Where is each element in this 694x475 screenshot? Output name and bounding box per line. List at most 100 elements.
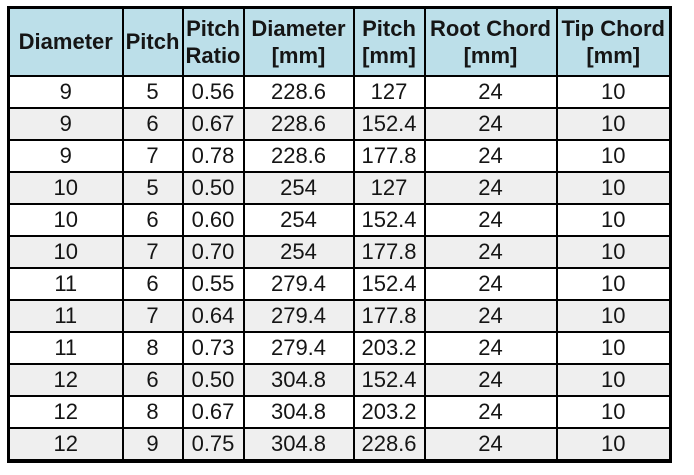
cell-pitch-mm: 152.4	[352, 363, 426, 397]
cell-root-chord-mm: 24	[423, 171, 558, 205]
header-label: Root Chord	[430, 15, 551, 41]
cell-pitch-mm: 127	[352, 171, 426, 205]
cell-tip-chord-mm: 10	[555, 427, 672, 462]
cell-root-chord-mm: 24	[423, 139, 558, 173]
table-row: 11 8 0.73 279.4 203.2 24 10	[7, 331, 672, 365]
cell-pitch-ratio: 0.64	[181, 299, 245, 333]
table-row: 11 6 0.55 279.4 152.4 24 10	[7, 267, 672, 301]
header-label: [mm]	[463, 43, 518, 68]
cell-pitch-in: 5	[121, 171, 184, 205]
header-pitch-ratio: Pitch Ratio	[181, 6, 245, 77]
table-row: 12 8 0.67 304.8 203.2 24 10	[7, 395, 672, 429]
cell-root-chord-mm: 24	[423, 427, 558, 462]
cell-diameter-mm: 228.6	[242, 75, 355, 109]
cell-pitch-ratio: 0.67	[181, 107, 245, 141]
cell-diameter-mm: 279.4	[242, 299, 355, 333]
cell-pitch-in: 8	[121, 395, 184, 429]
cell-root-chord-mm: 24	[423, 75, 558, 109]
cell-root-chord-mm: 24	[423, 395, 558, 429]
cell-diameter-mm: 254	[242, 171, 355, 205]
cell-tip-chord-mm: 10	[555, 299, 672, 333]
cell-diameter-in: 12	[7, 363, 124, 397]
header-label: Pitch	[362, 15, 416, 41]
cell-pitch-ratio: 0.50	[181, 171, 245, 205]
cell-pitch-ratio: 0.50	[181, 363, 245, 397]
cell-pitch-ratio: 0.78	[181, 139, 245, 173]
cell-diameter-mm: 279.4	[242, 267, 355, 301]
cell-pitch-ratio: 0.70	[181, 235, 245, 269]
cell-diameter-in: 11	[7, 331, 124, 365]
cell-diameter-mm: 228.6	[242, 139, 355, 173]
cell-pitch-in: 9	[121, 427, 184, 462]
header-diameter-mm: Diameter [mm]	[242, 6, 355, 77]
cell-pitch-mm: 228.6	[352, 427, 426, 462]
header-label: [mm]	[271, 43, 326, 68]
cell-pitch-in: 6	[121, 363, 184, 397]
cell-pitch-in: 6	[121, 203, 184, 237]
table-row: 9 7 0.78 228.6 177.8 24 10	[7, 139, 672, 173]
header-label: [mm]	[586, 43, 641, 68]
cell-pitch-in: 7	[121, 235, 184, 269]
cell-pitch-in: 6	[121, 107, 184, 141]
cell-tip-chord-mm: 10	[555, 75, 672, 109]
cell-pitch-mm: 177.8	[352, 235, 426, 269]
cell-diameter-mm: 304.8	[242, 427, 355, 462]
cell-pitch-ratio: 0.60	[181, 203, 245, 237]
cell-root-chord-mm: 24	[423, 235, 558, 269]
cell-tip-chord-mm: 10	[555, 395, 672, 429]
cell-pitch-in: 7	[121, 139, 184, 173]
table-row: 12 9 0.75 304.8 228.6 24 10	[7, 427, 672, 462]
table-row: 9 5 0.56 228.6 127 24 10	[7, 75, 672, 109]
header-tip-chord-mm: Tip Chord [mm]	[555, 6, 672, 77]
cell-diameter-mm: 254	[242, 203, 355, 237]
cell-diameter-in: 12	[7, 427, 124, 462]
table-row: 12 6 0.50 304.8 152.4 24 10	[7, 363, 672, 397]
header-label: Ratio	[185, 43, 241, 68]
cell-pitch-mm: 152.4	[352, 267, 426, 301]
cell-diameter-in: 12	[7, 395, 124, 429]
cell-root-chord-mm: 24	[423, 107, 558, 141]
cell-pitch-in: 6	[121, 267, 184, 301]
cell-diameter-in: 10	[7, 235, 124, 269]
header-label: Pitch	[125, 29, 180, 55]
cell-diameter-in: 11	[7, 267, 124, 301]
cell-pitch-in: 7	[121, 299, 184, 333]
cell-diameter-in: 10	[7, 203, 124, 237]
cell-tip-chord-mm: 10	[555, 363, 672, 397]
cell-pitch-mm: 127	[352, 75, 426, 109]
cell-diameter-in: 10	[7, 171, 124, 205]
table-row: 10 7 0.70 254 177.8 24 10	[7, 235, 672, 269]
cell-diameter-mm: 254	[242, 235, 355, 269]
cell-diameter-in: 9	[7, 75, 124, 109]
propeller-spec-table: Diameter Pitch Pitch Ratio Diameter [mm]…	[7, 6, 672, 463]
cell-diameter-mm: 279.4	[242, 331, 355, 365]
cell-pitch-mm: 152.4	[352, 107, 426, 141]
cell-diameter-in: 11	[7, 299, 124, 333]
cell-pitch-ratio: 0.73	[181, 331, 245, 365]
cell-pitch-mm: 177.8	[352, 139, 426, 173]
cell-pitch-ratio: 0.67	[181, 395, 245, 429]
cell-tip-chord-mm: 10	[555, 107, 672, 141]
cell-pitch-ratio: 0.56	[181, 75, 245, 109]
cell-root-chord-mm: 24	[423, 299, 558, 333]
cell-pitch-in: 5	[121, 75, 184, 109]
cell-tip-chord-mm: 10	[555, 235, 672, 269]
cell-pitch-in: 8	[121, 331, 184, 365]
table-row: 11 7 0.64 279.4 177.8 24 10	[7, 299, 672, 333]
header-diameter-in: Diameter	[7, 6, 124, 77]
cell-root-chord-mm: 24	[423, 363, 558, 397]
cell-tip-chord-mm: 10	[555, 171, 672, 205]
cell-diameter-mm: 304.8	[242, 363, 355, 397]
table-row: 10 6 0.60 254 152.4 24 10	[7, 203, 672, 237]
cell-tip-chord-mm: 10	[555, 267, 672, 301]
cell-diameter-mm: 304.8	[242, 395, 355, 429]
cell-pitch-mm: 203.2	[352, 331, 426, 365]
cell-pitch-ratio: 0.55	[181, 267, 245, 301]
cell-pitch-ratio: 0.75	[181, 427, 245, 462]
cell-pitch-mm: 177.8	[352, 299, 426, 333]
cell-root-chord-mm: 24	[423, 267, 558, 301]
cell-diameter-mm: 228.6	[242, 107, 355, 141]
header-label: Diameter	[251, 15, 346, 41]
cell-tip-chord-mm: 10	[555, 331, 672, 365]
header-pitch-in: Pitch	[121, 6, 184, 77]
